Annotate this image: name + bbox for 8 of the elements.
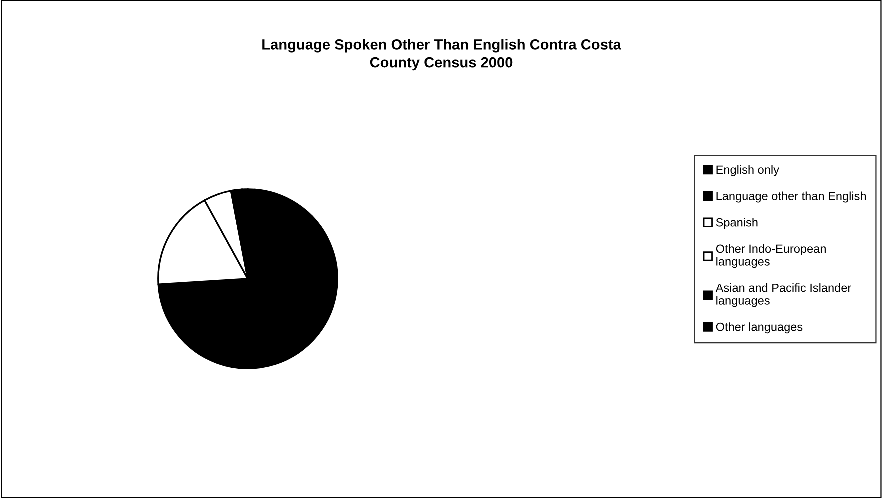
pie-slice [158,188,338,370]
legend-label: Asian and Pacific Islander languages [716,284,852,308]
chart-title: Language Spoken Other Than English Contra Costa County Census 2000 [262,39,622,71]
legend-label: Spanish [716,218,758,230]
legend-label: Other Indo-European languages [716,244,826,268]
legend-label: Language other than English [716,192,866,203]
legend-label: English only [716,165,780,176]
legend-label: Other languages [716,322,803,334]
